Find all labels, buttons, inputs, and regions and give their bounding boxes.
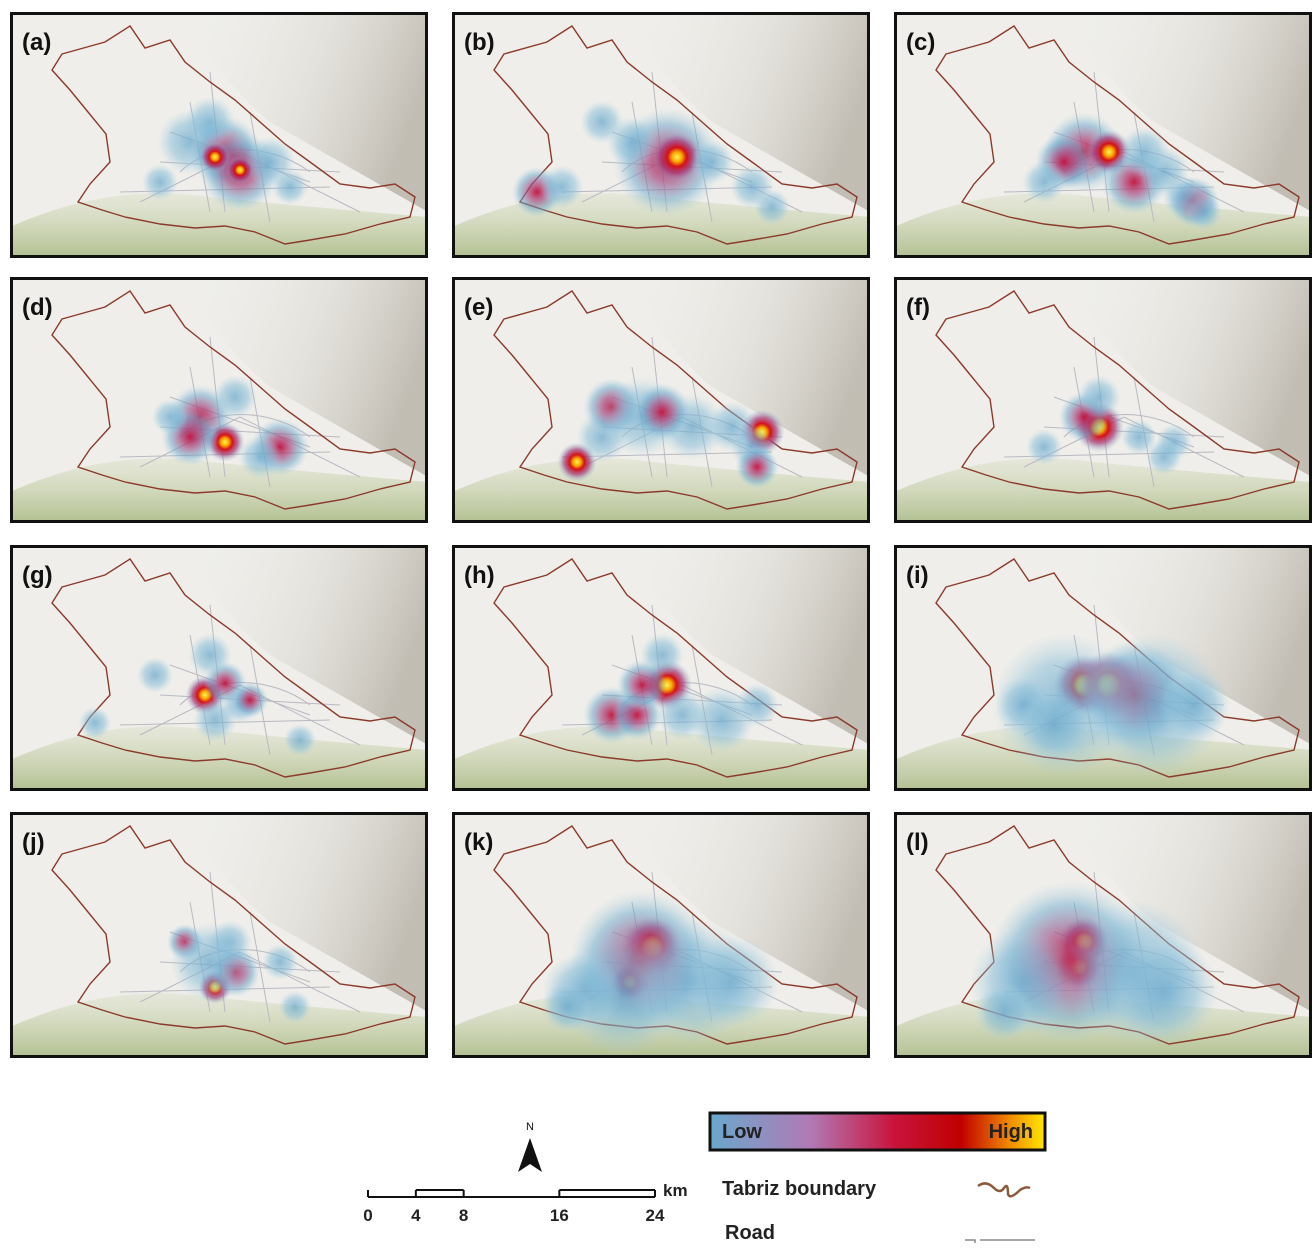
map-panel: (h) xyxy=(452,545,870,791)
heat-spot xyxy=(1022,160,1065,203)
heat-spot xyxy=(232,682,268,718)
heat-spot xyxy=(542,982,592,1032)
heat-spot xyxy=(1026,429,1062,465)
heat-spot xyxy=(279,991,311,1023)
north-arrow: N xyxy=(518,1121,542,1172)
map-content xyxy=(452,812,870,1058)
map-content xyxy=(10,545,428,791)
heat-spot xyxy=(1186,194,1222,230)
heat-spot xyxy=(1077,375,1120,418)
heat-spot xyxy=(1146,439,1182,475)
map-content xyxy=(452,277,870,523)
boundary-symbol xyxy=(978,1183,1030,1196)
map-panel: (f) xyxy=(894,277,1312,523)
heat-spot xyxy=(137,657,173,693)
scale-bar: 0 4 8 16 24 km xyxy=(363,1181,687,1225)
scale-label: 24 xyxy=(646,1206,665,1225)
scale-label: 8 xyxy=(459,1206,468,1225)
map-panel: (k) xyxy=(452,812,870,1058)
map-panel: (i) xyxy=(894,545,1312,791)
north-label: N xyxy=(526,1121,534,1133)
panel-label: (i) xyxy=(906,562,929,589)
north-arrow-shape xyxy=(518,1138,542,1172)
scale-label: 16 xyxy=(550,1206,569,1225)
panel-label: (c) xyxy=(906,29,935,56)
heat-spot xyxy=(735,445,778,488)
panel-label: (k) xyxy=(464,829,493,856)
heat-spot xyxy=(735,683,778,726)
map-panel: (a) xyxy=(10,12,428,258)
heat-spot xyxy=(185,97,235,147)
heat-spot xyxy=(633,383,691,441)
panel-label: (g) xyxy=(22,562,53,589)
map-content xyxy=(894,545,1312,791)
heat-spot xyxy=(690,140,733,183)
map-content xyxy=(10,277,428,523)
heat-spot xyxy=(226,156,254,184)
scale-label: 4 xyxy=(411,1206,421,1225)
map-content xyxy=(10,812,428,1058)
panel-label: (e) xyxy=(464,294,493,321)
heat-spot xyxy=(1158,669,1230,741)
legend-high: High xyxy=(989,1121,1033,1143)
map-content xyxy=(452,545,870,791)
heat-spot xyxy=(213,375,256,418)
heat-spot xyxy=(238,435,281,478)
legend-road: Road xyxy=(725,1222,775,1243)
map-panel: (d) xyxy=(10,277,428,523)
map-content xyxy=(10,12,428,258)
heat-spot xyxy=(142,164,178,200)
heat-spot xyxy=(188,633,231,676)
map-panel: (c) xyxy=(894,12,1312,258)
heat-spot xyxy=(617,660,667,710)
map-content xyxy=(894,812,1312,1058)
heat-spot xyxy=(284,724,316,756)
heat-spot xyxy=(152,399,188,435)
heat-spot xyxy=(707,402,757,452)
panel-label: (f) xyxy=(906,294,930,321)
map-panel: (e) xyxy=(452,277,870,523)
heat-spot xyxy=(607,117,657,167)
heat-spot xyxy=(1119,127,1169,177)
heat-spot xyxy=(540,165,583,208)
panel-label: (j) xyxy=(22,829,45,856)
scale-unit: km xyxy=(663,1181,688,1200)
map-panel: (g) xyxy=(10,545,428,791)
figure: (a) (b) (c) (d) (e) (f) (g) (h) (i) (j) (k) (l) Low… xyxy=(0,0,1312,1243)
legend-boundary: Tabriz boundary xyxy=(722,1178,877,1200)
heat-spot xyxy=(79,707,111,739)
map-content xyxy=(894,277,1312,523)
heat-spot xyxy=(1018,689,1090,761)
heat-spot xyxy=(262,944,298,980)
panel-grid: (a) (b) (c) (d) (e) (f) (g) (h) (i) (j) (k) (l) xyxy=(10,12,1312,1058)
map-panel: (b) xyxy=(452,12,870,258)
heat-spot xyxy=(272,169,308,205)
map-panel: (l) xyxy=(894,812,1312,1058)
legend: Low High Tabriz boundary Road xyxy=(710,1113,1045,1243)
heat-spot xyxy=(1110,938,1218,1046)
legend-low: Low xyxy=(722,1121,762,1143)
map-content xyxy=(894,12,1312,258)
heat-spot xyxy=(170,922,249,1001)
heat-spot xyxy=(685,935,779,1029)
panel-label: (a) xyxy=(22,29,51,56)
scale-label: 0 xyxy=(363,1206,372,1225)
panel-label: (d) xyxy=(22,294,53,321)
panel-label: (l) xyxy=(906,829,929,856)
heat-spot xyxy=(754,189,790,225)
map-content xyxy=(452,12,870,258)
heat-spot xyxy=(975,983,1033,1041)
panel-label: (h) xyxy=(464,562,495,589)
panel-label: (b) xyxy=(464,29,495,56)
map-panel: (j) xyxy=(10,812,428,1058)
